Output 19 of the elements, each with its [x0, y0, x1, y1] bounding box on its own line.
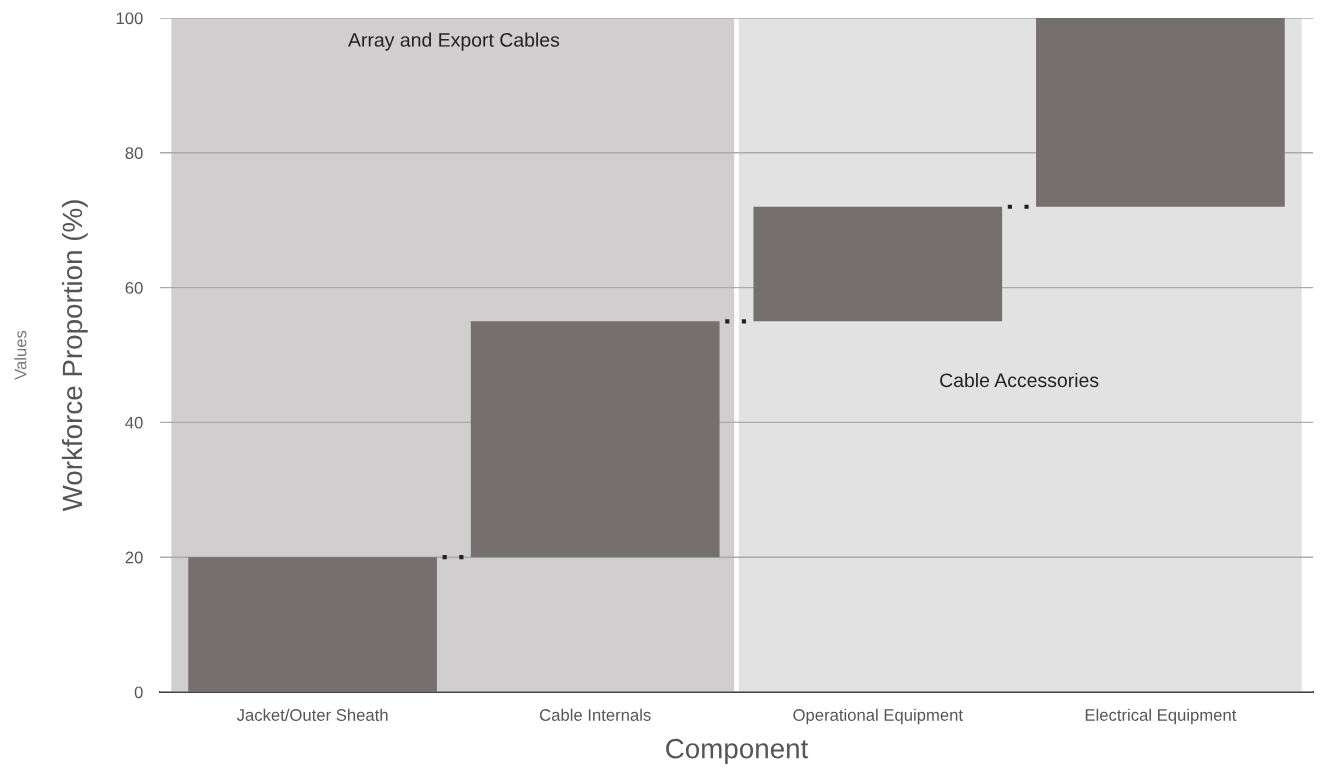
band-label: Cable Accessories — [940, 372, 1099, 388]
y-tick-label: 100 — [116, 12, 143, 25]
y-tick-label: 60 — [125, 282, 143, 294]
bar — [753, 206, 1003, 322]
y-tick-label: 20 — [125, 551, 143, 564]
x-tick-label: Operational Equipment — [793, 708, 963, 725]
y-tick-label: 0 — [134, 686, 143, 699]
x-tick-label: Jacket/Outer Sheath — [236, 708, 388, 721]
bar — [1036, 18, 1285, 207]
text: Values — [14, 330, 27, 380]
x-tick-label: Electrical Equipment — [1085, 708, 1237, 725]
y-axis-title: Workforce Proportion (%) — [61, 200, 88, 512]
x-tick-label: Cable Internals — [540, 708, 651, 721]
bar — [470, 321, 720, 558]
y-tick-label: 80 — [125, 147, 143, 159]
bar — [188, 557, 437, 692]
band-label: Array and Export Cables — [348, 32, 560, 51]
y-tick-label: 40 — [125, 416, 143, 429]
x-axis-title: Component — [666, 738, 809, 764]
